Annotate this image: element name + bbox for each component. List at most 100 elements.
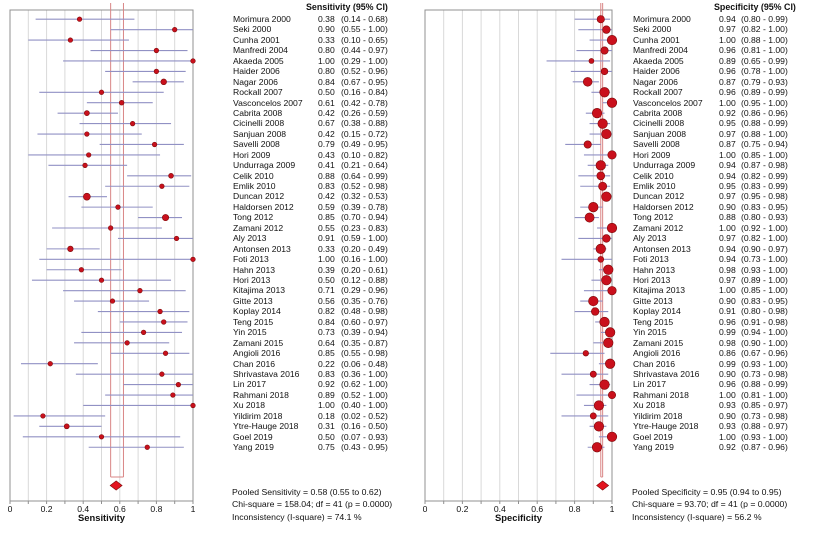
study-estimate: 0.87	[719, 76, 736, 87]
study-label: Rockall 2007	[233, 87, 283, 98]
study-estimate: 0.67	[318, 118, 335, 129]
study-point	[190, 58, 196, 64]
study-estimate: 0.97	[719, 24, 736, 35]
study-point	[591, 307, 600, 316]
study-point	[606, 431, 618, 442]
study-label: Cicinelli 2008	[233, 118, 285, 129]
study-label: Antonsen 2013	[633, 243, 691, 254]
study-estimate: 0.82	[318, 306, 335, 317]
study-point	[190, 256, 196, 262]
study-label: Duncan 2012	[633, 191, 685, 202]
study-ci: (0.88 - 0.99)	[741, 118, 788, 129]
study-ci: (0.94 - 1.00)	[741, 327, 788, 338]
x-tick-label: 0.4	[494, 504, 506, 514]
study-estimate: 0.94	[719, 14, 736, 24]
study-estimate: 0.41	[318, 160, 335, 171]
study-point	[170, 392, 176, 398]
study-label: Koplay 2014	[633, 306, 681, 317]
study-label: Chan 2016	[633, 358, 676, 369]
study-label: Undurraga 2009	[233, 160, 296, 171]
study-ci: (0.40 - 1.00)	[341, 400, 388, 411]
study-estimate: 0.22	[318, 358, 335, 369]
x-tick-label: 0.6	[114, 504, 126, 514]
study-ci: (0.52 - 0.96)	[341, 66, 388, 77]
study-label: Morimura 2000	[633, 14, 691, 24]
study-ci: (0.80 - 0.99)	[741, 14, 788, 24]
x-tick-label: 0	[423, 504, 428, 514]
study-estimate: 0.90	[318, 24, 335, 35]
study-ci: (0.48 - 0.98)	[341, 306, 388, 317]
study-ci: (0.60 - 0.97)	[341, 316, 388, 327]
study-point	[173, 235, 180, 242]
study-label: Foti 2013	[233, 254, 269, 265]
study-point	[601, 275, 612, 286]
study-label: Rahmani 2018	[633, 389, 689, 400]
x-tick-label: 1	[610, 504, 615, 514]
study-ci: (0.85 - 1.00)	[741, 285, 788, 296]
study-ci: (0.90 - 0.97)	[741, 243, 788, 254]
study-label: Angioli 2016	[633, 348, 681, 359]
study-point	[84, 110, 90, 117]
study-ci: (0.82 - 1.00)	[741, 233, 788, 244]
study-point	[82, 162, 88, 168]
study-estimate: 0.94	[719, 254, 736, 265]
study-label: Haider 2006	[233, 66, 280, 77]
study-estimate: 0.96	[719, 316, 736, 327]
study-ci: (0.15 - 0.72)	[341, 128, 388, 139]
study-point	[600, 67, 609, 76]
study-ci: (0.10 - 0.65)	[341, 34, 388, 45]
study-estimate: 0.96	[719, 379, 736, 390]
study-ci: (0.39 - 0.78)	[341, 201, 388, 212]
specificity-inconsistency-text: Inconsistency (I-square) = 56.2 %	[632, 511, 762, 522]
study-label: Vasconcelos 2007	[633, 97, 703, 108]
study-ci: (0.70 - 0.94)	[341, 212, 388, 223]
study-ci: (0.55 - 0.98)	[341, 348, 388, 359]
study-point	[606, 34, 618, 46]
study-point	[98, 434, 105, 440]
study-point	[589, 370, 597, 378]
study-point	[589, 412, 597, 420]
study-point	[140, 329, 147, 336]
study-ci: (0.35 - 0.76)	[341, 295, 388, 306]
sensitivity-summary-block: Pooled Sensitivity = 0.58 (0.55 to 0.62)…	[232, 486, 392, 523]
study-estimate: 0.96	[719, 66, 736, 77]
study-ci: (0.29 - 0.96)	[341, 285, 388, 296]
study-label: Zamani 2012	[233, 222, 284, 233]
study-point	[605, 327, 616, 338]
study-ci: (0.20 - 0.61)	[341, 264, 388, 275]
study-label: Manfredi 2004	[233, 45, 288, 56]
study-ci: (0.10 - 0.82)	[341, 149, 388, 160]
study-point	[595, 160, 606, 171]
study-estimate: 0.75	[318, 442, 335, 453]
study-estimate: 1.00	[719, 97, 736, 108]
study-label: Kitajima 2013	[233, 285, 286, 296]
study-label: Undurraga 2009	[633, 160, 696, 171]
study-point	[598, 181, 608, 191]
study-point	[83, 192, 91, 201]
study-estimate: 0.42	[318, 107, 335, 118]
study-estimate: 0.38	[318, 14, 335, 24]
study-point	[109, 298, 116, 304]
study-label: Morimura 2000	[233, 14, 291, 24]
study-ci: (0.89 - 0.99)	[741, 87, 788, 98]
study-ci: (0.90 - 1.00)	[741, 337, 788, 348]
study-ci: (0.93 - 1.00)	[741, 264, 788, 275]
study-estimate: 0.86	[719, 348, 736, 359]
study-ci: (0.16 - 1.00)	[341, 254, 388, 265]
plot-border	[424, 9, 613, 502]
pooled-sensitivity-text: Pooled Sensitivity = 0.58 (0.55 to 0.62)	[232, 487, 382, 497]
study-ci: (0.52 - 0.98)	[341, 181, 388, 192]
study-ci: (0.12 - 0.88)	[341, 275, 388, 285]
study-label: Hori 2013	[233, 275, 271, 285]
study-point	[593, 421, 605, 432]
study-point	[159, 371, 165, 377]
study-estimate: 0.80	[318, 45, 335, 56]
study-label: Goel 2019	[633, 431, 673, 442]
study-ci: (0.80 - 0.93)	[741, 212, 788, 223]
study-point	[190, 402, 196, 409]
study-point	[583, 140, 592, 149]
study-estimate: 0.89	[719, 55, 736, 66]
study-ci: (0.92 - 1.00)	[741, 222, 788, 233]
